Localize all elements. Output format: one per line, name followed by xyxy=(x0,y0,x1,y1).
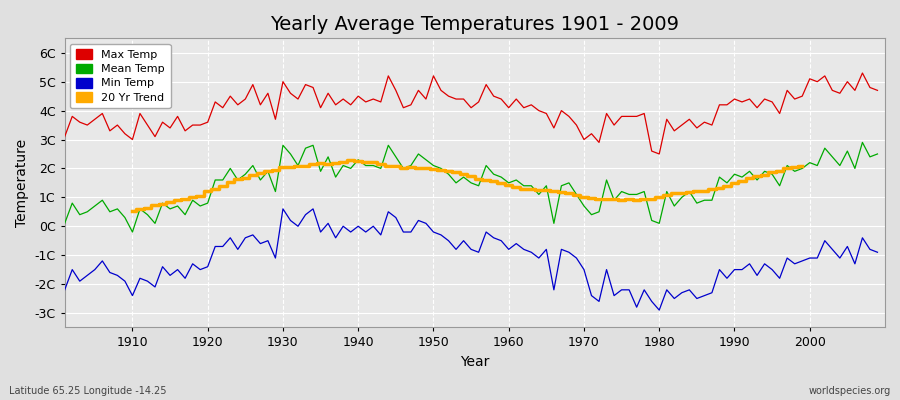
Title: Yearly Average Temperatures 1901 - 2009: Yearly Average Temperatures 1901 - 2009 xyxy=(270,15,680,34)
Text: Latitude 65.25 Longitude -14.25: Latitude 65.25 Longitude -14.25 xyxy=(9,386,166,396)
Legend: Max Temp, Mean Temp, Min Temp, 20 Yr Trend: Max Temp, Mean Temp, Min Temp, 20 Yr Tre… xyxy=(70,44,171,108)
Text: worldspecies.org: worldspecies.org xyxy=(809,386,891,396)
Y-axis label: Temperature: Temperature xyxy=(15,139,29,227)
X-axis label: Year: Year xyxy=(460,355,490,369)
